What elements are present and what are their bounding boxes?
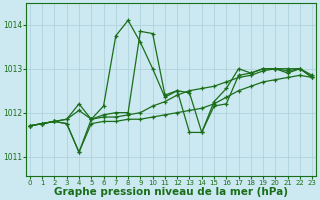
X-axis label: Graphe pression niveau de la mer (hPa): Graphe pression niveau de la mer (hPa): [54, 187, 288, 197]
